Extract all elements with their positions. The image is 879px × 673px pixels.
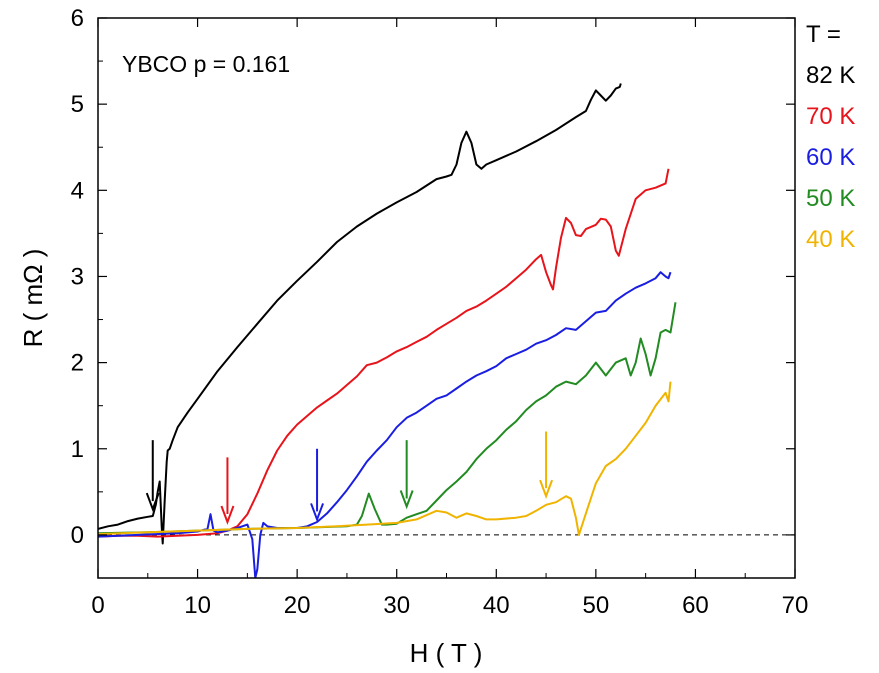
- x-tick-label: 0: [91, 592, 104, 619]
- y-tick-label: 2: [71, 350, 84, 377]
- arrow-layer: [145, 431, 554, 525]
- y-tick-label: 1: [71, 436, 84, 463]
- x-tick-label: 20: [284, 592, 311, 619]
- x-axis-title: H ( T ): [410, 638, 483, 668]
- series-line-40k: [98, 381, 672, 536]
- legend-title: T =: [806, 21, 841, 48]
- series-line-60k: [98, 271, 672, 578]
- x-tick-label: 70: [782, 592, 809, 619]
- x-tick-label: 60: [682, 592, 709, 619]
- marker-arrow-head: [145, 492, 160, 512]
- x-tick-label: 50: [583, 592, 610, 619]
- series-line-50k: [98, 302, 677, 535]
- annotation-label: YBCO p = 0.161: [122, 51, 290, 77]
- marker-arrow-head: [539, 479, 554, 500]
- y-tick-label: 3: [71, 263, 84, 290]
- legend-entry: 40 K: [806, 226, 855, 253]
- y-tick-label: 4: [71, 177, 84, 204]
- series-layer: [98, 83, 677, 578]
- x-tick-label: 10: [184, 592, 211, 619]
- legend-entry: 82 K: [806, 62, 855, 89]
- legend: 82 K 70 K 60 K 50 K 40 K: [806, 62, 855, 253]
- tick-layer: 0 10 20 30 40 50 60 70 0 1 2 3 4 5 6: [71, 5, 809, 619]
- marker-arrow-head: [310, 503, 324, 523]
- x-tick-label: 30: [383, 592, 410, 619]
- series-line-82k: [98, 83, 622, 545]
- y-axis-title: R ( mΩ ): [18, 249, 48, 348]
- legend-entry: 70 K: [806, 103, 855, 130]
- marker-arrow-head: [220, 505, 235, 525]
- legend-entry: 60 K: [806, 144, 855, 171]
- series-line-70k: [98, 168, 670, 538]
- x-tick-label: 40: [483, 592, 510, 619]
- legend-entry: 50 K: [806, 185, 855, 212]
- y-tick-label: 6: [71, 5, 84, 32]
- y-tick-label: 0: [71, 522, 84, 549]
- marker-arrow-head: [399, 490, 414, 510]
- y-tick-label: 5: [71, 91, 84, 118]
- plot-frame: [97, 17, 796, 579]
